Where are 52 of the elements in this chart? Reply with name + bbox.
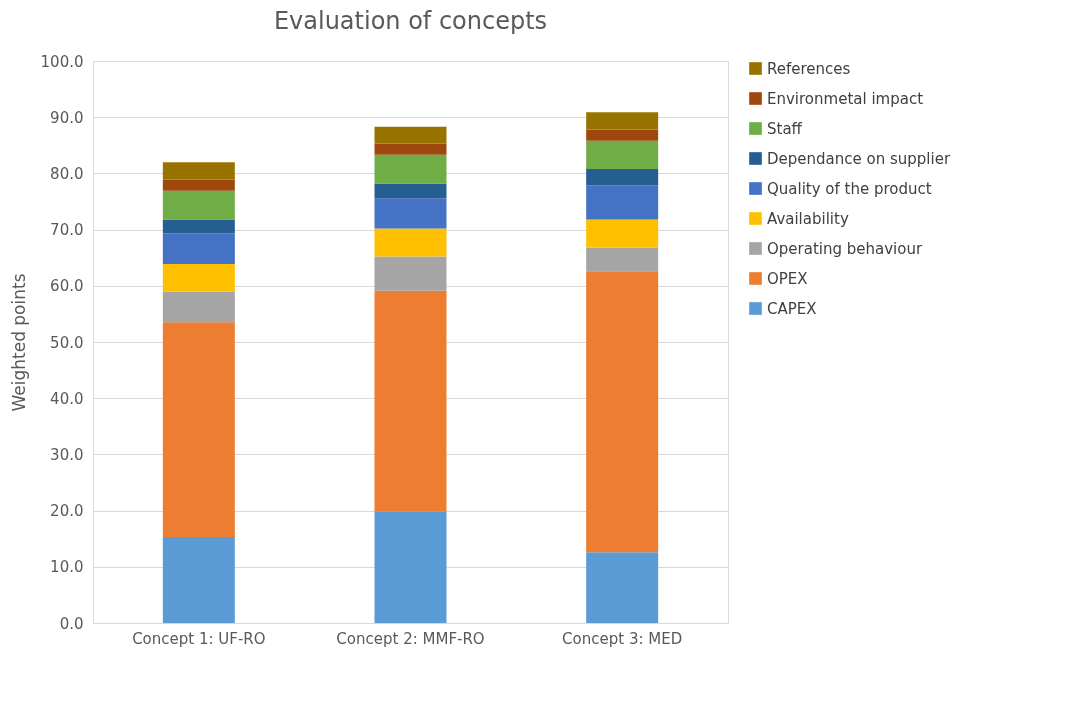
legend-label: Staff <box>767 119 803 138</box>
bar <box>374 198 447 229</box>
x-tick-label: Concept 1: UF-RO <box>132 629 266 648</box>
bar <box>374 183 447 199</box>
bar <box>162 233 235 264</box>
y-tick-label: 30.0 <box>50 445 84 464</box>
bar <box>162 291 235 323</box>
bar <box>586 140 659 169</box>
legend-label: Availability <box>767 209 849 228</box>
legend-label: Dependance on supplier <box>767 149 951 168</box>
y-tick-label: 50.0 <box>50 333 84 352</box>
bar <box>162 179 235 191</box>
bar <box>374 290 447 512</box>
y-tick-label: 80.0 <box>50 164 84 183</box>
bar <box>586 552 659 623</box>
y-tick-label: 60.0 <box>50 277 84 296</box>
bar <box>586 271 659 553</box>
bar <box>586 247 659 272</box>
bar <box>162 263 235 292</box>
bar <box>162 537 235 623</box>
legend-label: CAPEX <box>767 299 817 318</box>
legend-label: References <box>767 59 851 78</box>
y-tick-label: 20.0 <box>50 502 84 521</box>
bar <box>374 228 447 257</box>
y-tick-label: 0.0 <box>59 614 84 633</box>
y-tick-label: 40.0 <box>50 389 84 408</box>
bar <box>162 219 235 234</box>
bar <box>586 185 659 220</box>
y-tick-label: 100.0 <box>40 52 84 71</box>
legend-label: OPEX <box>767 269 808 288</box>
bar <box>586 219 659 248</box>
y-tick-label: 90.0 <box>50 108 84 127</box>
bar <box>374 126 447 144</box>
bar <box>374 256 447 291</box>
bar <box>374 143 447 155</box>
y-tick-label: 70.0 <box>50 221 84 240</box>
x-tick-label: Concept 3: MED <box>562 629 683 648</box>
bar <box>162 190 235 220</box>
bar <box>162 162 235 180</box>
y-axis-title: Weighted points <box>8 273 29 412</box>
legend-label: Environmetal impact <box>767 89 924 108</box>
bar <box>162 322 235 538</box>
legend-label: Operating behaviour <box>767 239 923 258</box>
bar <box>586 129 659 141</box>
x-tick-label: Concept 2: MMF-RO <box>336 629 485 648</box>
bar <box>586 168 659 186</box>
bar <box>374 511 447 623</box>
y-tick-label: 10.0 <box>50 558 84 577</box>
chart-title: Evaluation of concepts <box>273 7 548 35</box>
bar <box>586 112 659 130</box>
legend-label: Quality of the product <box>767 179 932 198</box>
bar <box>374 154 447 184</box>
